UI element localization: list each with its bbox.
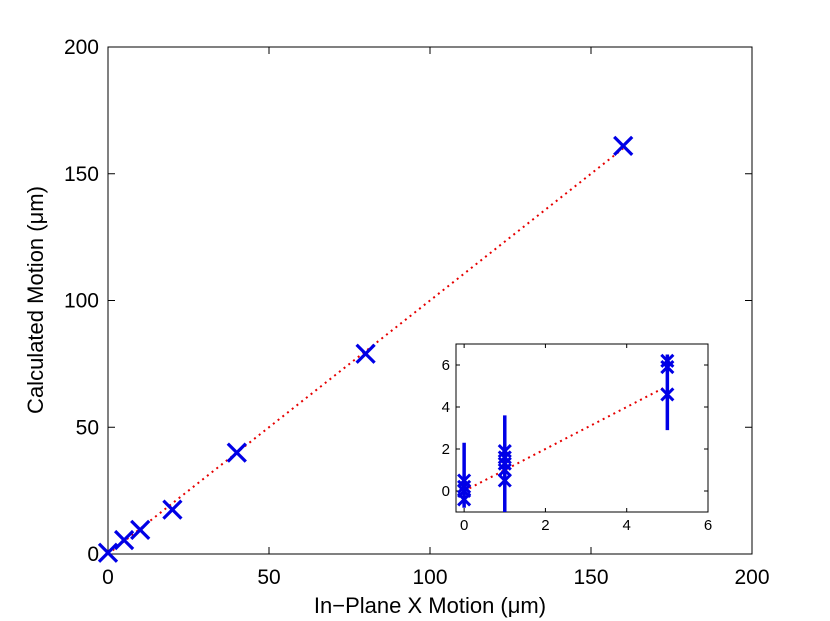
inset-y-tick-label: 2 (442, 441, 450, 458)
inset-plot: 0 2 4 6 0 2 4 6 (442, 343, 712, 534)
main-data-point (355, 343, 376, 364)
inset-x-axis: 0 2 4 6 (460, 344, 712, 534)
main-y-tick-label: 50 (76, 416, 99, 439)
main-y-tick-label: 150 (64, 163, 99, 186)
main-data-point (97, 542, 119, 563)
main-x-axis: 0 50 100 150 200 (102, 47, 770, 589)
inset-data-point (497, 444, 512, 459)
inset-data-point (457, 483, 472, 499)
inset-fit-segment (463, 385, 668, 492)
main-data-point (162, 499, 183, 520)
inset-data-point (660, 387, 675, 402)
inset-y-tick-label: 6 (442, 357, 450, 374)
y-axis-title: Calculated Motion (μm) (23, 186, 48, 414)
inset-y-tick-label: 4 (442, 399, 450, 416)
x-axis-title: In−Plane X Motion (μm) (314, 593, 546, 618)
main-y-tick-label: 0 (87, 543, 99, 566)
inset-fit-line (463, 385, 668, 492)
main-data-point (113, 529, 135, 551)
main-data-point (130, 519, 151, 541)
main-x-tick-label: 50 (257, 566, 280, 589)
main-fit-segment (107, 147, 624, 555)
inset-data-point (660, 353, 675, 368)
main-series (97, 135, 634, 563)
inset-x-tick-label: 6 (704, 517, 712, 534)
main-x-tick-label: 0 (102, 566, 114, 589)
inset-series (457, 353, 675, 507)
main-x-tick-label: 100 (412, 566, 447, 589)
inset-data-point (457, 473, 472, 488)
inset-x-tick-label: 2 (541, 517, 549, 534)
inset-x-tick-label: 4 (623, 517, 631, 534)
inset-x-tick-label: 0 (460, 517, 468, 534)
main-y-tick-label: 200 (64, 36, 99, 59)
main-x-tick-label: 200 (734, 566, 769, 589)
inset-y-tick-label: 0 (442, 483, 450, 500)
main-y-tick-label: 100 (64, 290, 99, 313)
main-data-point (226, 442, 247, 463)
main-x-tick-label: 150 (573, 566, 608, 589)
inset-data-point (497, 473, 512, 488)
main-data-point (613, 135, 634, 156)
main-fit-line (107, 147, 624, 555)
